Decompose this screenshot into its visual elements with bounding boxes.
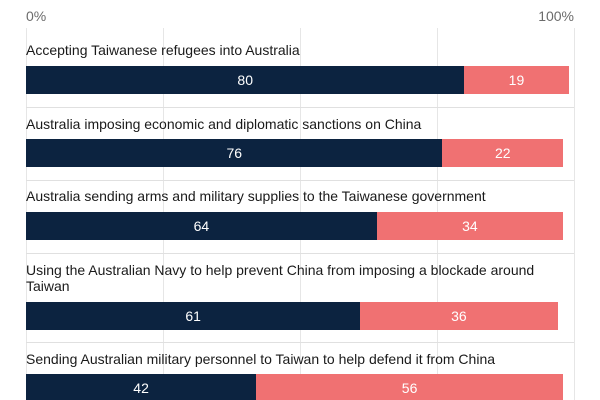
bar-2-series-2 [442, 139, 564, 167]
bar-4-series-1 [26, 302, 361, 330]
x-tick-label-0: 0% [26, 8, 47, 24]
bar-value-label-5-series-2: 56 [401, 380, 418, 396]
bar-value-label-2-series-1: 76 [226, 145, 243, 161]
bar-1-series-2 [464, 66, 569, 94]
row-label-2: Australia imposing economic and diplomat… [26, 116, 422, 132]
bar-value-label-3-series-2: 34 [462, 218, 478, 234]
bar-value-label-5-series-1: 42 [133, 380, 149, 396]
bar-value-label-3-series-1: 64 [193, 218, 210, 234]
bar-value-label-4-series-1: 61 [185, 308, 201, 324]
gridline-4 [574, 28, 575, 400]
bar-1-series-1 [26, 66, 465, 94]
bar-5-series-2 [256, 374, 564, 400]
bar-5-series-1 [26, 374, 257, 400]
bar-3-series-2 [376, 212, 564, 240]
row-label-3: Australia sending arms and military supp… [26, 188, 486, 204]
bar-4-series-2 [360, 302, 558, 330]
row-separator-4 [26, 342, 574, 343]
bar-value-label-4-series-2: 36 [451, 308, 467, 324]
row-label-1: Accepting Taiwanese refugees into Austra… [26, 42, 300, 58]
row-separator-1 [26, 107, 574, 108]
x-tick-label-1: 100% [538, 8, 574, 24]
bar-2-series-1 [26, 139, 443, 167]
row-separator-3 [26, 253, 574, 254]
row-label-5: Sending Australian military personnel to… [26, 351, 496, 367]
bar-value-label-1-series-2: 19 [508, 72, 525, 88]
row-label-4: Using the Australian Navy to help preven… [26, 262, 535, 294]
bar-value-label-1-series-1: 80 [237, 72, 253, 88]
bar-3-series-1 [26, 212, 377, 240]
bar-value-label-2-series-2: 22 [494, 145, 511, 161]
row-separator-2 [26, 180, 574, 181]
